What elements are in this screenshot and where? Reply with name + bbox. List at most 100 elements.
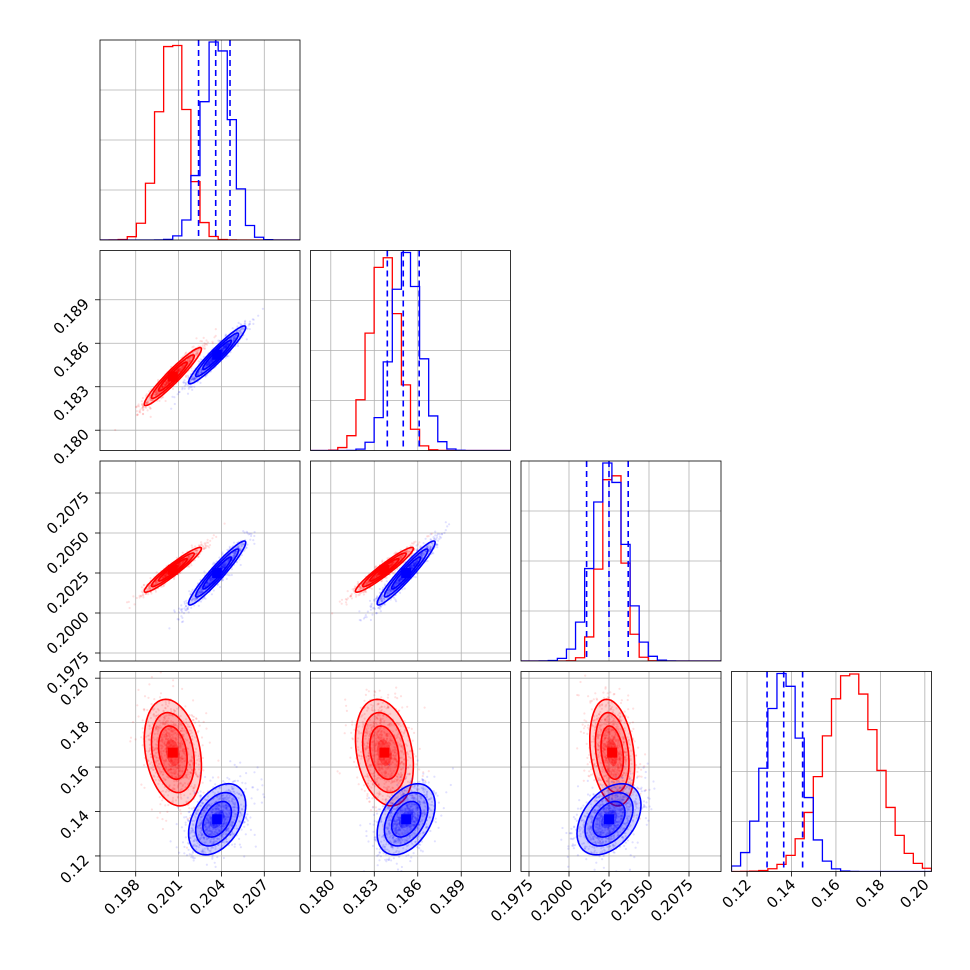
sample-point [184,375,188,379]
sample-point [241,327,244,330]
sample-point [376,596,379,599]
sample-point [220,347,223,351]
sample-point [164,574,167,578]
sample-point [140,590,143,593]
sample-point [226,343,229,346]
sample-point [127,600,130,604]
sample-point [187,558,190,561]
sample-point [166,571,169,575]
sample-point [210,359,213,362]
sample-point [253,542,256,545]
sample-point [194,552,197,555]
sample-point [354,595,358,598]
sample-point [236,545,239,548]
sample-point [179,562,182,566]
sample-point [331,612,334,615]
sample-point [178,390,181,394]
sample-point [362,593,365,596]
sample-point [226,343,230,346]
sample-point [199,591,202,594]
sample-point [390,564,393,567]
sample-point [135,405,138,408]
sample-point [141,406,145,409]
sample-point [248,320,252,323]
sample-point [401,554,404,558]
sample-point [375,574,378,577]
sample-point [377,572,380,575]
sample-point [147,587,150,590]
sample-point [147,585,151,588]
sample-point [414,540,417,543]
sample-point [208,544,212,547]
sample-point [431,542,434,545]
sample-point [178,369,181,372]
sample-point [204,584,207,587]
sample-point [377,573,380,577]
sample-point [235,550,238,553]
sample-point [187,555,190,558]
sample-point [400,555,403,558]
sample-point [245,530,248,533]
sample-point [138,596,141,599]
sample-point [200,543,203,546]
sample-point [238,544,241,548]
y-tick-label: 0.2075 [43,488,93,538]
sample-point [346,590,349,593]
sample-point [197,372,200,375]
sample-point [167,381,170,384]
sample-point [377,573,380,576]
sample-point [193,377,196,380]
sample-point [234,551,237,554]
sample-point [400,556,403,560]
sample-point [209,578,212,582]
sample-point [392,571,395,574]
sample-point [135,414,139,417]
sample-point [367,580,370,583]
sample-point [209,580,212,583]
sample-point [166,382,169,385]
sample-point [195,597,198,600]
sample-point [392,561,395,564]
sample-point [226,548,229,551]
sample-point [390,563,393,566]
sample-point [394,551,397,554]
sample-point [406,549,409,552]
sample-point [191,388,194,391]
sample-point [393,569,397,572]
sample-point [203,343,206,346]
sample-point [188,590,191,593]
sample-point [209,358,213,362]
sample-point [400,557,403,560]
sample-point [205,343,209,346]
sample-point [399,555,402,558]
sample-point [409,550,412,553]
sample-point [208,359,211,362]
sample-point [179,368,182,371]
sample-point [223,563,227,566]
sample-point [200,591,203,594]
sample-point [185,609,188,612]
sample-point [413,562,416,565]
sample-point [250,534,253,538]
sample-point [182,381,185,384]
sample-point [191,546,194,549]
density-peak-red [379,564,390,575]
sample-point [360,591,363,594]
sample-point [243,531,246,534]
sample-point [250,532,253,536]
sample-point [224,562,227,565]
sample-point [376,574,379,577]
sample-point [221,566,224,569]
sample-point [142,412,145,415]
sample-point [420,554,423,557]
sample-point [223,566,226,569]
sample-point [351,588,354,591]
sample-point [208,360,211,363]
sample-point [366,610,369,613]
sample-point [207,361,210,364]
sample-point [412,562,416,565]
y-tick-label: 0.2025 [43,568,93,618]
sample-point [162,576,165,579]
sample-point [139,408,142,411]
